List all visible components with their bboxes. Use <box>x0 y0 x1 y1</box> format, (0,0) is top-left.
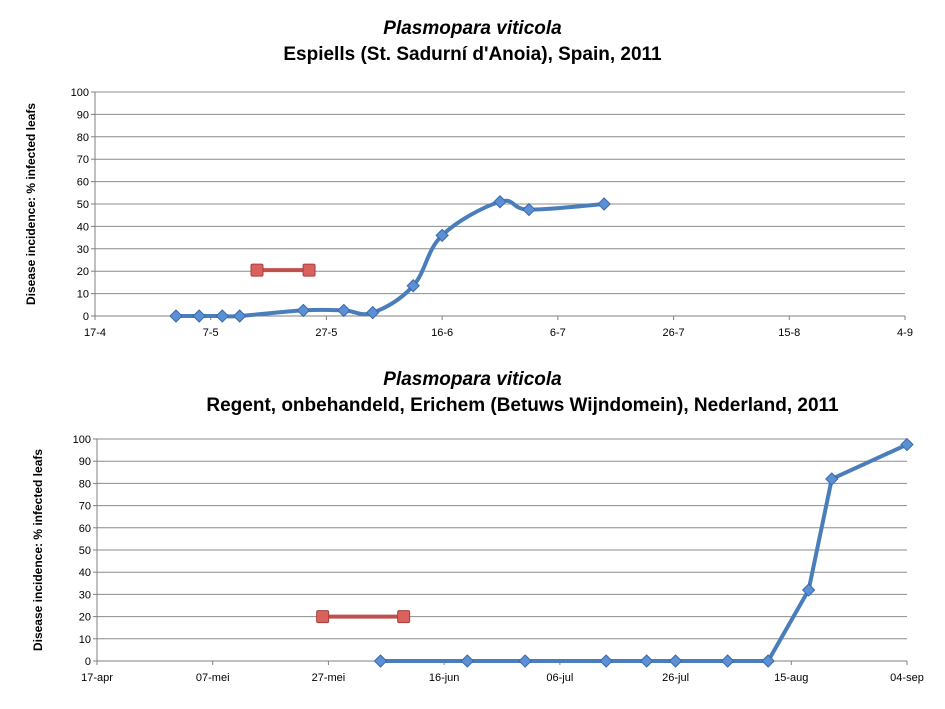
chart1-xtick-label: 17-4 <box>84 327 106 339</box>
chart1-title: Plasmopara viticola Espiells (St. Sadurn… <box>0 18 945 66</box>
chart2-series-1-point <box>316 610 330 624</box>
chart2-series-0-point <box>518 654 532 668</box>
chart2-series-0-point <box>720 654 735 668</box>
chart1-ytick-label: 30 <box>77 244 89 256</box>
chart2-series-0-point <box>639 654 654 668</box>
chart2-xtick-label: 15-aug <box>774 672 808 684</box>
chart1-ytick-label: 50 <box>77 199 89 211</box>
chart2-ytick-label: 100 <box>73 434 91 446</box>
chart1-xtick-label: 16-6 <box>431 327 453 339</box>
chart1-xtick-label: 6-7 <box>550 327 566 339</box>
chart1-xtick-label: 26-7 <box>663 327 685 339</box>
chart1-series-0-point <box>232 309 247 323</box>
chart2-series-0-point <box>599 654 613 668</box>
chart2-xtick-label: 04-sep <box>890 672 924 684</box>
chart1-ytick-label: 40 <box>77 221 89 233</box>
chart1-series-0-point <box>296 303 310 318</box>
chart1-plot: 0 10 20 30 40 50 60 70 80 90 100 17-4 7-5 27-5 16-6 6-7… <box>24 87 913 339</box>
chart2-series-0-point <box>900 437 914 452</box>
chart2-xtick-label: 07-mei <box>196 672 230 684</box>
chart1-ytick-label: 70 <box>77 154 89 166</box>
chart1-series-1-point <box>250 263 264 277</box>
chart1-title-species: Plasmopara viticola <box>383 18 562 39</box>
chart1-series-0-point <box>435 228 449 243</box>
chart2-title: Plasmopara viticola Regent, onbehandeld,… <box>0 369 945 417</box>
chart2-xtick-label: 16-jun <box>429 672 460 684</box>
chart1-xtick-label: 27-5 <box>315 327 337 339</box>
chart2-plot: 0 10 20 30 40 50 60 70 80 90 100 17-apr 07-mei 27-mei… <box>31 434 924 684</box>
chart2-ytick-label: 30 <box>79 589 91 601</box>
chart1-series-0-point <box>366 305 380 320</box>
chart2-series-0-point <box>668 654 683 668</box>
chart1-series-0-point <box>493 195 507 209</box>
chart2-xtick-label: 27-mei <box>312 672 346 684</box>
chart2-ytick-label: 10 <box>79 634 91 646</box>
chart2-series-0-point <box>825 472 839 486</box>
chart2-ytick-label: 20 <box>79 612 91 624</box>
chart1-ytick-label: 20 <box>77 266 89 278</box>
chart1-series-0-point <box>406 279 420 293</box>
chart1-series-0-point <box>215 309 229 323</box>
chart1-series-0-point <box>192 309 206 323</box>
chart2-series-1-point <box>397 610 411 624</box>
chart1-ytick-label: 80 <box>77 132 89 144</box>
chart1-series-0-point <box>522 202 536 217</box>
chart1-ytick-label: 100 <box>71 87 89 99</box>
chart2-title-location: Regent, onbehandeld, Erichem (Betuws Wij… <box>206 395 839 416</box>
chart1-series-0-point <box>337 303 351 318</box>
chart2-xtick-label: 17-apr <box>81 672 113 684</box>
chart2-ylabel: Disease incidence: % infected leafs <box>31 449 45 651</box>
chart2-ytick-label: 80 <box>79 478 91 490</box>
chart2-series-0-point <box>761 654 775 668</box>
chart2-ytick-label: 40 <box>79 567 91 579</box>
chart1-series-0-point <box>169 309 183 323</box>
chart2-ytick-label: 0 <box>85 656 91 668</box>
chart1-series-0-line <box>174 198 607 319</box>
chart2-ytick-label: 50 <box>79 545 91 557</box>
chart1-ytick-label: 90 <box>77 109 89 121</box>
chart1-series-0-point <box>597 197 611 211</box>
chart1-ytick-label: 60 <box>77 177 89 189</box>
chart2-title-species: Plasmopara viticola <box>383 369 562 390</box>
chart2-ytick-label: 90 <box>79 456 91 468</box>
chart1-ytick-label: 10 <box>77 289 89 301</box>
chart1-xtick-label: 7-5 <box>203 327 219 339</box>
chart1-series-1-point <box>302 263 316 277</box>
chart2-ytick-label: 60 <box>79 523 91 535</box>
chart2-ytick-label: 70 <box>79 501 91 513</box>
chart1-xtick-label: 4-9 <box>897 327 913 339</box>
chart2-series-0-point <box>801 583 816 597</box>
chart1-ylabel: Disease incidence: % infected leafs <box>24 103 38 305</box>
chart1-xtick-label: 15-8 <box>778 327 800 339</box>
chart2-series-0-point <box>373 654 388 668</box>
chart1-ytick-label: 0 <box>83 311 89 323</box>
chart2-xtick-label: 06-jul <box>546 672 573 684</box>
chart2-series-0-point <box>460 654 474 668</box>
chart2-xtick-label: 26-jul <box>662 672 689 684</box>
chart1-title-location: Espiells (St. Sadurní d'Anoia), Spain, 2… <box>283 44 662 65</box>
